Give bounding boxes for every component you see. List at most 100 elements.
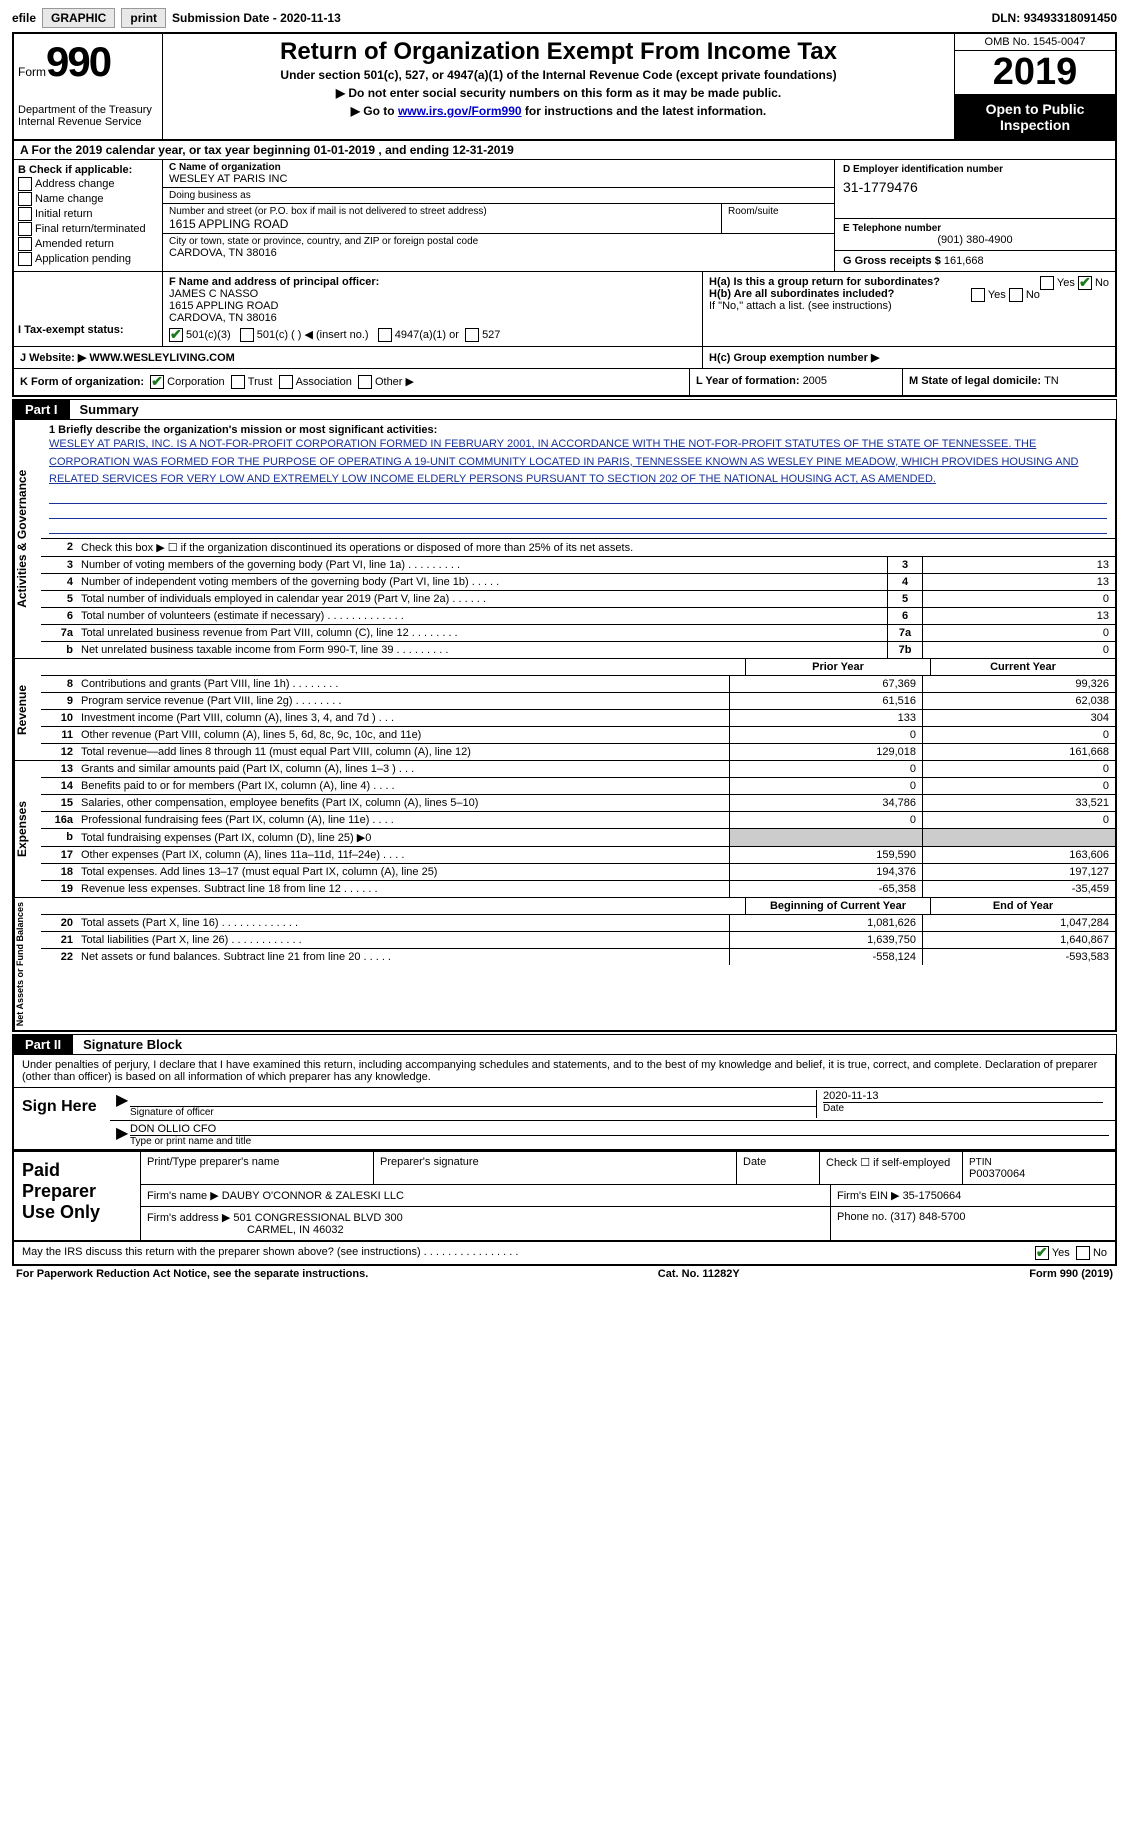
city-label: City or town, state or province, country… xyxy=(169,236,828,247)
irs-link[interactable]: www.irs.gov/Form990 xyxy=(398,104,522,118)
submission-label: Submission Date - 2020-11-13 xyxy=(172,11,341,25)
year-formation: 2005 xyxy=(803,375,827,387)
org-name: WESLEY AT PARIS INC xyxy=(169,173,828,185)
website-row: J Website: ▶ WWW.WESLEYLIVING.COM H(c) G… xyxy=(12,347,1117,369)
expenses-vtab: Expenses xyxy=(14,761,41,897)
hb-no-checkbox[interactable] xyxy=(1009,288,1023,302)
sig-officer-label: Signature of officer xyxy=(130,1107,816,1118)
tax-exempt-label: I Tax-exempt status: xyxy=(18,324,158,336)
self-employed-check: Check ☐ if self-employed xyxy=(820,1152,963,1184)
table-row: 15Salaries, other compensation, employee… xyxy=(41,795,1115,812)
paid-preparer-block: Paid Preparer Use Only Print/Type prepar… xyxy=(12,1151,1117,1242)
table-row: 6Total number of volunteers (estimate if… xyxy=(41,607,1115,624)
form-number: 990 xyxy=(46,38,110,85)
city-state-zip: CARDOVA, TN 38016 xyxy=(169,247,828,259)
table-row: 14Benefits paid to or for members (Part … xyxy=(41,778,1115,795)
hb-label: H(b) Are all subordinates included? xyxy=(709,288,894,300)
date-label: Date xyxy=(823,1103,1103,1114)
graphic-button[interactable]: GRAPHIC xyxy=(42,8,115,28)
other-checkbox[interactable] xyxy=(358,375,372,389)
table-row: 13Grants and similar amounts paid (Part … xyxy=(41,761,1115,778)
type-name-label: Type or print name and title xyxy=(130,1136,1109,1147)
4947-checkbox[interactable] xyxy=(378,328,392,342)
firm-phone: (317) 848-5700 xyxy=(890,1211,965,1223)
firm-name: DAUBY O'CONNOR & ZALESKI LLC xyxy=(222,1190,404,1202)
officer-grid: I Tax-exempt status: F Name and address … xyxy=(12,272,1117,347)
topbar: efile GRAPHIC print Submission Date - 20… xyxy=(12,8,1117,28)
application-pending-checkbox[interactable] xyxy=(18,252,32,266)
dln: DLN: 93493318091450 xyxy=(992,11,1117,25)
officer-typed-name: DON OLLIO CFO xyxy=(130,1123,1109,1136)
501c-checkbox[interactable] xyxy=(240,328,254,342)
ein-label: D Employer identification number xyxy=(843,164,1107,175)
signature-block: Under penalties of perjury, I declare th… xyxy=(12,1055,1117,1151)
netassets-vtab: Net Assets or Fund Balances xyxy=(14,898,41,1030)
initial-return-checkbox[interactable] xyxy=(18,207,32,221)
revenue-block: Revenue Prior Year Current Year 8Contrib… xyxy=(12,659,1117,761)
governance-block: Activities & Governance 1 Briefly descri… xyxy=(12,420,1117,659)
website-value: WWW.WESLEYLIVING.COM xyxy=(89,352,234,364)
amended-return-checkbox[interactable] xyxy=(18,237,32,251)
tax-year: 2019 xyxy=(955,51,1115,95)
table-row: 11Other revenue (Part VIII, column (A), … xyxy=(41,727,1115,744)
arrow-icon: ▶ xyxy=(116,1123,130,1147)
527-checkbox[interactable] xyxy=(465,328,479,342)
end-year-header: End of Year xyxy=(930,898,1115,914)
part1-header: Part I Summary xyxy=(12,399,1117,420)
prior-year-header: Prior Year xyxy=(745,659,930,675)
phone-label: E Telephone number xyxy=(843,223,1107,234)
officer-label: F Name and address of principal officer: xyxy=(169,276,696,288)
mission-label: 1 Briefly describe the organization's mi… xyxy=(49,424,1107,436)
footer-right: Form 990 (2019) xyxy=(1029,1268,1113,1280)
final-return-checkbox[interactable] xyxy=(18,222,32,236)
print-button[interactable]: print xyxy=(121,8,166,28)
table-row: 20Total assets (Part X, line 16) . . . .… xyxy=(41,915,1115,932)
officer-name: JAMES C NASSO xyxy=(169,288,696,300)
hb-yes-checkbox[interactable] xyxy=(971,288,985,302)
addr-label: Number and street (or P.O. box if mail i… xyxy=(169,206,715,217)
phone-value: (901) 380-4900 xyxy=(843,234,1107,246)
section-b-title: B Check if applicable: xyxy=(18,164,158,176)
current-year-header: Current Year xyxy=(930,659,1115,675)
part2-header: Part II Signature Block xyxy=(12,1034,1117,1055)
association-checkbox[interactable] xyxy=(279,375,293,389)
name-change-checkbox[interactable] xyxy=(18,192,32,206)
table-row: 19Revenue less expenses. Subtract line 1… xyxy=(41,881,1115,897)
discuss-no-checkbox[interactable] xyxy=(1076,1246,1090,1260)
gross-receipts-value: 161,668 xyxy=(944,255,984,267)
ha-no-checkbox[interactable] xyxy=(1078,276,1092,290)
ha-yes-checkbox[interactable] xyxy=(1040,276,1054,290)
address-change-checkbox[interactable] xyxy=(18,177,32,191)
corporation-checkbox[interactable] xyxy=(150,375,164,389)
discuss-yes-checkbox[interactable] xyxy=(1035,1246,1049,1260)
hc-label: H(c) Group exemption number ▶ xyxy=(709,352,879,364)
table-row: 21Total liabilities (Part X, line 26) . … xyxy=(41,932,1115,949)
sign-here-label: Sign Here xyxy=(14,1088,110,1149)
org-name-label: C Name of organization xyxy=(169,162,828,173)
hb-note: If "No," attach a list. (see instruction… xyxy=(709,300,1109,312)
table-row: 3Number of voting members of the governi… xyxy=(41,556,1115,573)
table-row: 17Other expenses (Part IX, column (A), l… xyxy=(41,847,1115,864)
firm-address: 501 CONGRESSIONAL BLVD 300 xyxy=(233,1212,402,1224)
table-row: 22Net assets or fund balances. Subtract … xyxy=(41,949,1115,965)
form-header: Form990 Department of the Treasury Inter… xyxy=(12,32,1117,141)
officer-addr2: CARDOVA, TN 38016 xyxy=(169,312,696,324)
state-domicile: TN xyxy=(1044,375,1059,387)
form-note-2: ▶ Go to www.irs.gov/Form990 for instruct… xyxy=(171,104,946,118)
info-grid: B Check if applicable: Address change Na… xyxy=(12,160,1117,272)
department: Department of the Treasury Internal Reve… xyxy=(18,104,158,128)
501c3-checkbox[interactable] xyxy=(169,328,183,342)
table-row: 4Number of independent voting members of… xyxy=(41,573,1115,590)
form-word: Form xyxy=(18,65,46,79)
ptin-value: P00370064 xyxy=(969,1168,1025,1180)
prep-sig-label: Preparer's signature xyxy=(374,1152,737,1184)
table-row: 10Investment income (Part VIII, column (… xyxy=(41,710,1115,727)
officer-addr1: 1615 APPLING ROAD xyxy=(169,300,696,312)
ha-label: H(a) Is this a group return for subordin… xyxy=(709,276,940,288)
trust-checkbox[interactable] xyxy=(231,375,245,389)
prep-date-label: Date xyxy=(737,1152,820,1184)
room-suite-label: Room/suite xyxy=(722,204,834,233)
table-row: 8Contributions and grants (Part VIII, li… xyxy=(41,676,1115,693)
discuss-row: May the IRS discuss this return with the… xyxy=(12,1242,1117,1266)
table-row: bTotal fundraising expenses (Part IX, co… xyxy=(41,829,1115,847)
